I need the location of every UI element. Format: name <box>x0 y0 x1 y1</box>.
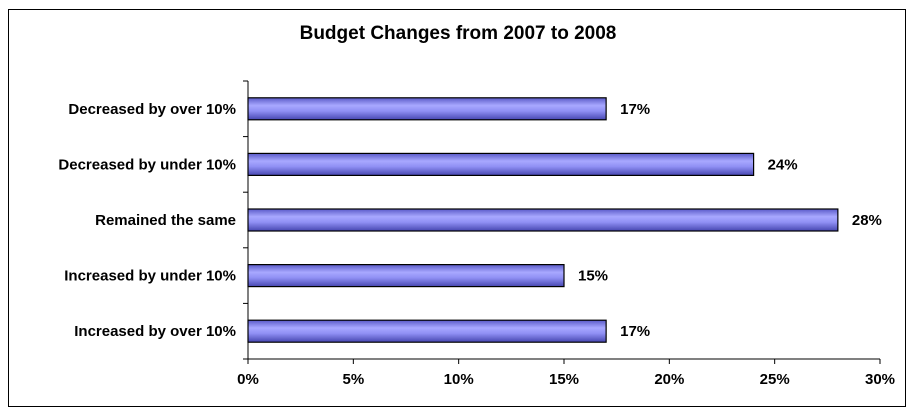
x-tick-label-6: 30% <box>865 371 895 388</box>
category-label-4: Increased by under 10% <box>64 268 236 285</box>
data-label-5: 17% <box>620 323 650 340</box>
x-tick-label-0: 0% <box>237 371 259 388</box>
x-tick-label-3: 15% <box>549 371 579 388</box>
bar-5 <box>247 319 607 343</box>
x-tick-label-5: 25% <box>760 371 790 388</box>
category-label-3: Remained the same <box>95 212 236 229</box>
chart-title: Budget Changes from 2007 to 2008 <box>299 23 617 44</box>
data-label-4: 15% <box>578 268 608 285</box>
labels-layer: Decreased by over 10% 17% Decreased by und… <box>58 101 895 388</box>
x-tick-label-1: 5% <box>342 371 364 388</box>
data-label-3: 28% <box>852 212 882 229</box>
category-label-5: Increased by over 10% <box>74 323 236 340</box>
bar-4 <box>247 264 565 288</box>
category-label-2: Decreased by under 10% <box>58 156 236 173</box>
bars-layer <box>247 97 839 343</box>
bar-2 <box>247 152 755 176</box>
category-label-1: Decreased by over 10% <box>68 101 236 118</box>
axis-layer <box>243 80 881 364</box>
bar-1 <box>247 97 607 121</box>
x-tick-label-2: 10% <box>444 371 474 388</box>
x-tick-label-4: 20% <box>654 371 684 388</box>
bar-3 <box>247 208 839 232</box>
data-label-2: 24% <box>768 156 798 173</box>
data-label-1: 17% <box>620 101 650 118</box>
